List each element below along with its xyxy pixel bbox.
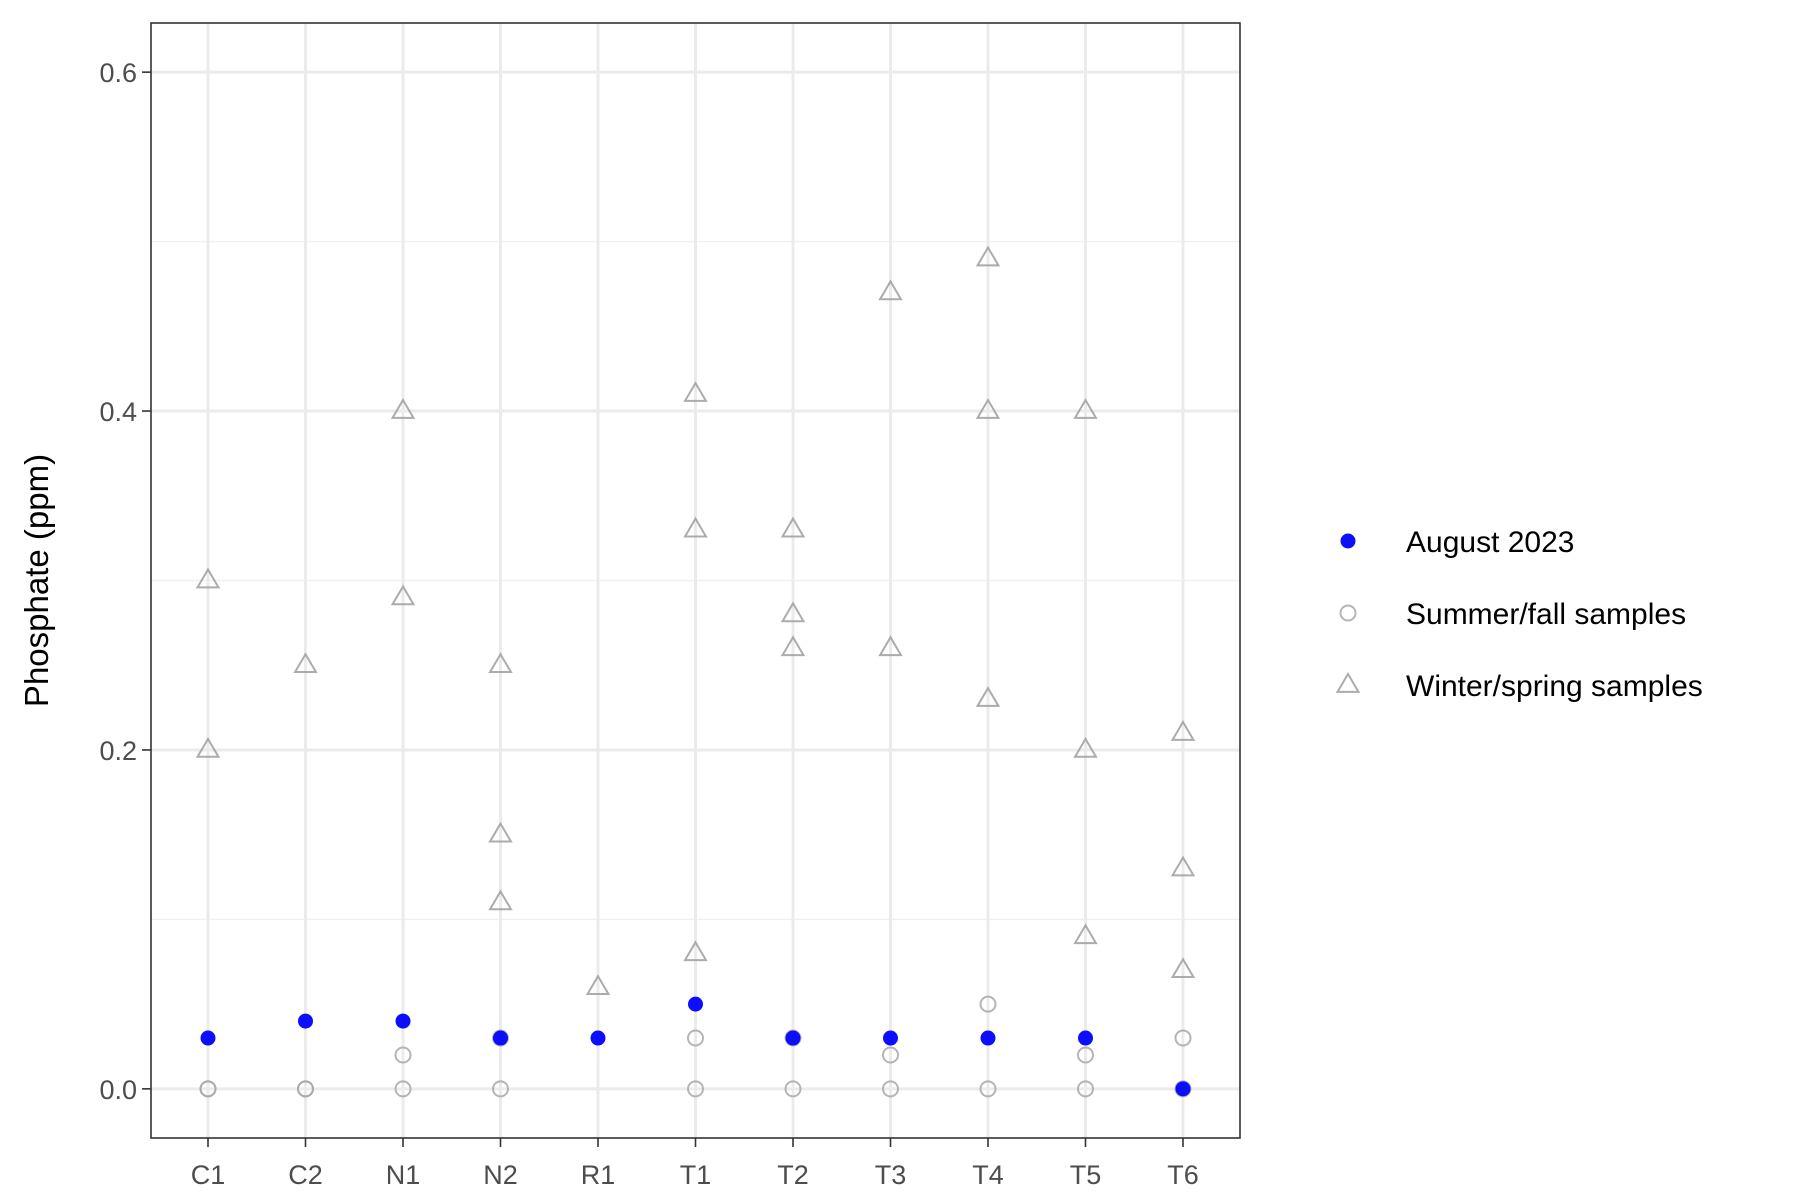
legend-key	[1335, 672, 1361, 693]
data-point	[780, 601, 806, 623]
data-point	[1077, 1046, 1094, 1064]
data-point	[297, 1080, 314, 1098]
data-point	[1077, 1080, 1094, 1098]
data-point	[293, 652, 318, 674]
legend-key	[1339, 604, 1357, 622]
y-tick-label: 0.2	[99, 736, 137, 766]
major-gridlines	[151, 23, 1240, 1138]
data-point	[1073, 736, 1098, 758]
data-point	[1170, 720, 1196, 741]
legend-label: Winter/spring samples	[1406, 670, 1703, 703]
data-point	[585, 974, 611, 996]
data-point	[780, 516, 806, 538]
legend-key	[1340, 533, 1356, 549]
data-point	[882, 1046, 899, 1064]
x-axis: C1 C2 N1 N2 R1 T1 T2 T3 T4 T5 T6	[191, 1138, 1199, 1190]
data-point	[979, 1080, 997, 1098]
x-tick-label: T2	[777, 1160, 809, 1190]
data-point	[1175, 1081, 1191, 1097]
data-point	[1073, 923, 1098, 945]
data-point	[980, 1030, 996, 1046]
series-august-2023	[200, 996, 1191, 1097]
data-point	[784, 1080, 802, 1098]
x-tick-label: T1	[680, 1160, 712, 1190]
legend-item: Winter/spring samples	[1335, 670, 1703, 703]
data-point	[688, 996, 703, 1012]
data-point	[394, 1046, 412, 1064]
data-point	[785, 1030, 801, 1046]
data-point	[395, 1013, 411, 1029]
x-tick-label: N1	[386, 1160, 421, 1190]
y-tick-label: 0.0	[99, 1075, 137, 1105]
data-point	[590, 1030, 606, 1046]
data-point	[882, 1080, 899, 1098]
y-tick-label: 0.4	[99, 397, 137, 427]
data-point	[975, 398, 1001, 419]
data-point	[199, 1080, 217, 1098]
data-point	[975, 245, 1001, 267]
data-point	[683, 940, 708, 962]
data-point	[298, 1013, 313, 1029]
legend-item: Summer/fall samples	[1339, 598, 1686, 631]
data-point	[488, 821, 513, 843]
data-point	[687, 1080, 704, 1098]
data-point	[200, 1030, 216, 1046]
y-axis: 0.0 0.2 0.4 0.6	[99, 58, 151, 1105]
data-point	[683, 381, 708, 402]
data-point	[979, 995, 997, 1013]
legend-label: August 2023	[1406, 526, 1574, 559]
data-point	[975, 686, 1001, 707]
data-point	[1170, 855, 1196, 877]
data-point	[195, 567, 221, 589]
x-tick-label: R1	[581, 1160, 616, 1190]
series-winter-spring-samples	[195, 245, 1196, 996]
data-point	[683, 516, 708, 538]
data-point	[390, 584, 416, 606]
x-tick-label: T5	[1070, 1160, 1102, 1190]
data-point	[493, 1030, 508, 1046]
data-point	[195, 736, 221, 758]
legend: August 2023 Summer/fall samples Winter/spr…	[1335, 526, 1703, 703]
data-point	[1073, 398, 1098, 419]
x-tick-label: C2	[288, 1160, 323, 1190]
data-point	[390, 398, 416, 419]
data-point	[883, 1030, 898, 1046]
data-point	[1174, 1029, 1192, 1047]
data-point	[878, 279, 903, 301]
data-point	[1078, 1030, 1093, 1046]
data-point	[878, 635, 903, 657]
data-point	[394, 1080, 412, 1098]
legend-item: August 2023	[1340, 526, 1574, 559]
x-tick-label: T6	[1167, 1160, 1199, 1190]
data-point	[488, 889, 513, 911]
y-axis-title: Phosphate (ppm)	[18, 454, 55, 707]
x-tick-label: T4	[972, 1160, 1004, 1190]
legend-label: Summer/fall samples	[1406, 598, 1686, 631]
data-point	[488, 652, 513, 674]
data-point	[492, 1080, 509, 1098]
data-point	[1170, 957, 1196, 979]
x-tick-label: T3	[875, 1160, 907, 1190]
data-points	[195, 245, 1196, 1098]
x-tick-label: N2	[483, 1160, 518, 1190]
data-point	[780, 635, 806, 657]
y-tick-label: 0.6	[99, 58, 137, 88]
x-tick-label: C1	[191, 1160, 226, 1190]
data-point	[687, 1029, 704, 1047]
